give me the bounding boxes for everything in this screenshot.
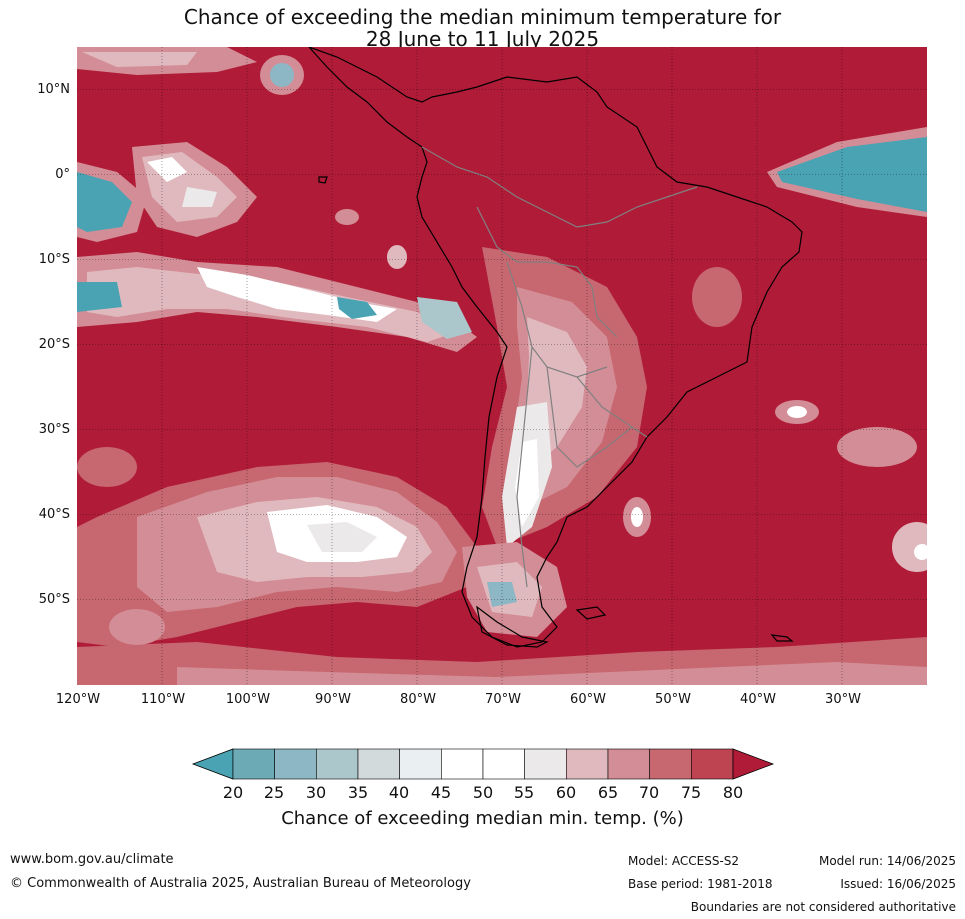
colorbar-tick-60: 60 [555,783,577,802]
map-gridlines [77,47,927,685]
colorbar-bin [649,748,692,780]
country-borders [421,146,698,588]
colorbar [191,748,775,780]
lat-label-0: 0° [55,167,70,182]
colorbar-tick-35: 35 [347,783,369,802]
map-title-line-1: Chance of exceeding the median minimum t… [183,5,782,29]
contour-areas [77,47,927,685]
lon-label-120w: 120°W [55,692,101,707]
colorbar-tick-65: 65 [597,783,619,802]
colorbar-bin [524,748,567,780]
colorbar-tick-80: 80 [722,783,744,802]
footer-copyright: © Commonwealth of Australia 2025, Austra… [10,876,471,891]
lat-label-10s: 10°S [38,252,70,267]
colorbar-label: Chance of exceeding median min. temp. (%… [281,808,684,829]
footer-website-link[interactable]: www.bom.gov.au/climate [10,852,174,867]
lon-label-80w: 80°W [400,692,436,707]
colorbar-tick-75: 75 [680,783,702,802]
colorbar-tick-40: 40 [388,783,410,802]
probability-map [77,47,927,685]
footer-base-period: Base period: 1981-2018 [628,877,773,891]
lon-label-70w: 70°W [485,692,521,707]
lat-label-40s: 40°S [38,507,70,522]
lon-label-110w: 110°W [140,692,186,707]
lon-label-50w: 50°W [655,692,691,707]
footer-issued: Issued: 16/06/2025 [840,877,956,891]
lon-label-30w: 30°W [825,692,861,707]
colorbar-tick-50: 50 [472,783,494,802]
colorbar-tick-55: 55 [513,783,535,802]
lat-label-50s: 50°S [38,592,70,607]
footer-model: Model: ACCESS-S2 [628,854,740,868]
colorbar-tick-30: 30 [305,783,327,802]
colorbar-tick-45: 45 [430,783,452,802]
footer-disclaimer: Boundaries are not considered authoritat… [690,900,956,914]
colorbar-tick-20: 20 [222,783,244,802]
colorbar-bin [274,748,317,780]
colorbar-bin [357,748,400,780]
colorbar-bin [691,748,734,780]
colorbar-bin [441,748,484,780]
lon-label-60w: 60°W [570,692,606,707]
colorbar-bin [232,748,275,780]
footer-model-run: Model run: 14/06/2025 [818,854,956,868]
colorbar-over-arrow [732,748,775,780]
colorbar-bin [316,748,359,780]
lat-label-10n: 10°N [37,82,70,97]
colorbar-bin [607,748,650,780]
colorbar-under-arrow [191,748,234,780]
lat-label-30s: 30°S [38,422,70,437]
colorbar-tick-70: 70 [638,783,660,802]
colorbar-tick-25: 25 [263,783,285,802]
colorbar-bin [482,748,525,780]
colorbar-bin [399,748,442,780]
colorbar-bin [566,748,609,780]
colorbar-bins [232,748,734,780]
lon-label-40w: 40°W [740,692,776,707]
lat-label-20s: 20°S [38,337,70,352]
lon-label-100w: 100°W [225,692,271,707]
lon-label-90w: 90°W [315,692,351,707]
